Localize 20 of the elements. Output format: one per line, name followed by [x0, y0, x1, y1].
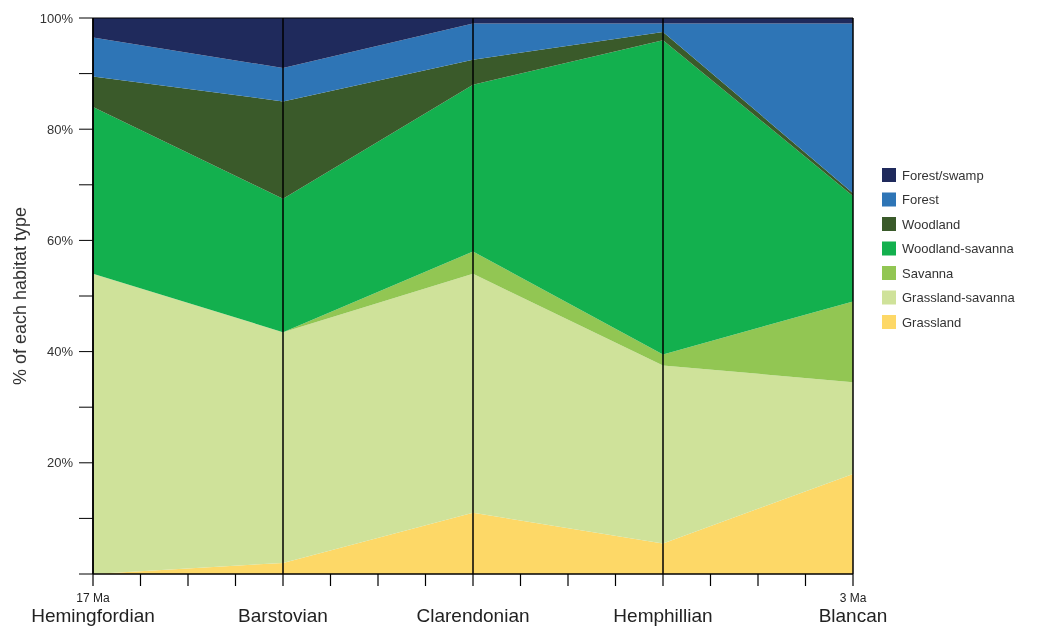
legend-label: Woodland-savanna — [902, 241, 1015, 257]
legend-label: Forest — [902, 192, 940, 208]
x-tick-label: Clarendonian — [416, 605, 530, 626]
y-tick-label: 40% — [46, 344, 74, 360]
y-tick-label: 20% — [46, 455, 74, 471]
legend-label: Grassland-savanna — [902, 290, 1016, 306]
x-tick-label: Hemingfordian — [31, 605, 155, 626]
x-tick-label: Barstovian — [238, 605, 328, 626]
x-tick-label: Blancan — [818, 605, 888, 626]
legend-label: Grassland — [902, 314, 962, 330]
y-tick-label: 80% — [46, 121, 74, 137]
y-tick-label: 100% — [39, 10, 74, 26]
text: 17 Ma — [76, 591, 110, 605]
legend-label: Woodland — [902, 216, 961, 232]
legend-label: Savanna — [902, 265, 955, 281]
text: 3 Ma — [839, 591, 867, 605]
y-tick-label: 60% — [46, 232, 74, 248]
legend-label: Forest/swamp — [902, 167, 984, 183]
x-tick-label: Hemphillian — [613, 605, 713, 626]
y-axis-title: % of each habitat type — [10, 206, 30, 386]
